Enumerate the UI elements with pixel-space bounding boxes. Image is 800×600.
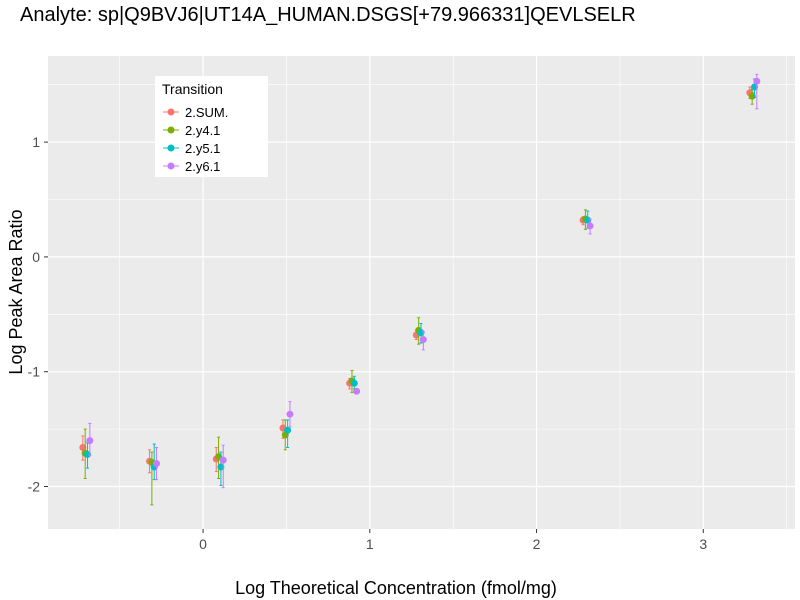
- data-marks: [79, 73, 761, 506]
- legend-label: 2.y6.1: [185, 159, 220, 174]
- data-point: [586, 222, 594, 230]
- x-axis-title: Log Theoretical Concentration (fmol/mg): [235, 578, 557, 598]
- axis-ticks: 0 1 2 3 -2 -1 0 1: [28, 134, 708, 552]
- data-point: [353, 387, 361, 395]
- y-axis-title: Log Peak Area Ratio: [6, 209, 26, 374]
- x-tick-label: 2: [533, 536, 541, 552]
- legend-box: [155, 76, 268, 177]
- legend-label: 2.SUM.: [185, 105, 228, 120]
- data-point: [217, 463, 225, 471]
- data-point: [753, 77, 761, 85]
- y-tick-label: 1: [32, 134, 40, 150]
- data-point: [584, 216, 592, 224]
- data-point: [219, 456, 227, 464]
- legend-title: Transition: [162, 81, 223, 97]
- data-point: [750, 83, 758, 91]
- legend-key-point: [167, 108, 175, 116]
- data-point: [350, 379, 358, 387]
- y-tick-label: -1: [28, 364, 41, 380]
- chart-title: Analyte: sp|Q9BVJ6|UT14A_HUMAN.DSGS[+79.…: [20, 4, 636, 26]
- x-tick-label: 3: [699, 536, 707, 552]
- x-tick-label: 0: [199, 536, 207, 552]
- data-point: [419, 336, 427, 344]
- data-point: [84, 450, 92, 458]
- y-tick-label: -2: [28, 479, 41, 495]
- series-2.SUM.: [79, 86, 754, 474]
- data-point: [79, 443, 87, 451]
- legend-key-point: [167, 162, 175, 170]
- legend-items: 2.SUM. 2.y4.1 2.y5.1 2.y6.1: [163, 105, 228, 174]
- data-point: [417, 329, 425, 337]
- x-tick-label: 1: [366, 536, 374, 552]
- data-point: [748, 92, 756, 100]
- data-point: [284, 426, 292, 434]
- legend-label: 2.y4.1: [185, 123, 220, 138]
- data-point: [153, 460, 161, 468]
- legend-label: 2.y5.1: [185, 141, 220, 156]
- legend: Transition 2.SUM. 2.y4.1 2.y5.1 2.y6.1: [155, 76, 268, 177]
- y-tick-label: 0: [32, 249, 40, 265]
- data-point: [286, 410, 294, 418]
- legend-key-point: [167, 126, 175, 134]
- data-point: [86, 437, 94, 445]
- legend-key-point: [167, 144, 175, 152]
- series-2.y6.1: [86, 73, 761, 489]
